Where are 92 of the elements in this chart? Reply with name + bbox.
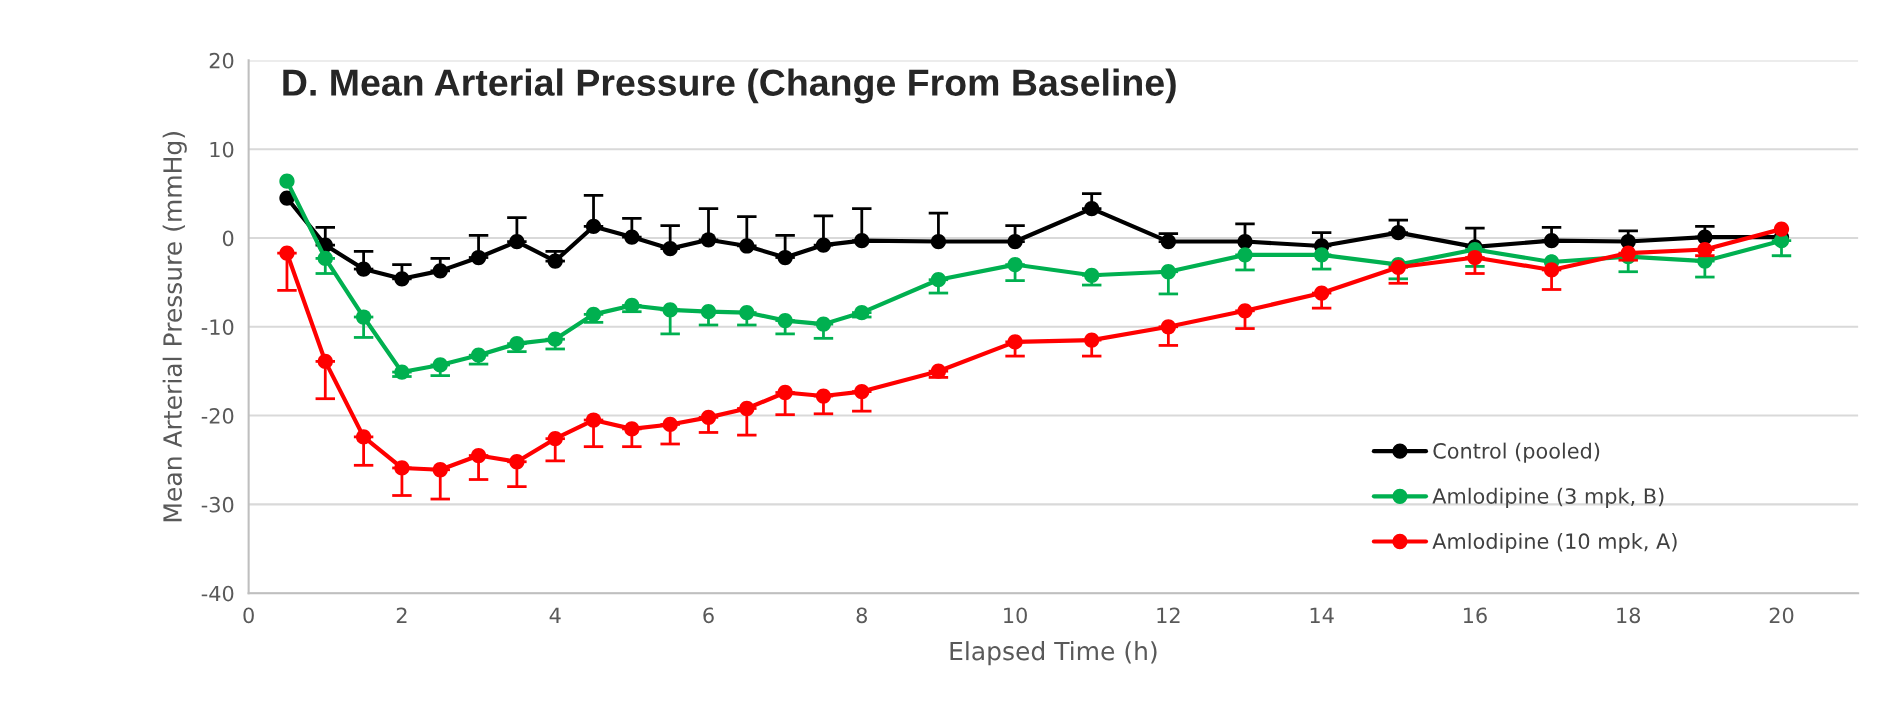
point xyxy=(700,409,717,425)
point xyxy=(1314,285,1330,301)
point xyxy=(739,238,755,254)
y-tick-label: -40 xyxy=(201,585,234,602)
point xyxy=(394,364,410,380)
y-tick-label: 10 xyxy=(210,141,234,158)
point xyxy=(700,232,717,248)
x-tick-label: 16 xyxy=(1463,607,1487,624)
legend-label: Amlodipine (10 mpk, A) xyxy=(1432,532,1677,554)
point xyxy=(585,306,602,322)
point xyxy=(509,233,525,250)
point xyxy=(279,173,295,189)
point xyxy=(624,229,640,245)
point xyxy=(815,237,832,253)
point xyxy=(777,249,793,266)
x-tick-label: 20 xyxy=(1769,607,1794,624)
x-tick-label: 10 xyxy=(1004,607,1027,624)
point xyxy=(432,263,448,279)
y-tick-label: -10 xyxy=(201,319,234,335)
point xyxy=(317,250,333,267)
x-tick-label: 2 xyxy=(396,607,407,623)
point xyxy=(854,233,870,249)
point xyxy=(547,431,563,447)
point xyxy=(470,447,487,464)
x-tick-label: 0 xyxy=(243,607,254,624)
chart-title: D. Mean Arterial Pressure (Change From Baseline) xyxy=(283,68,1176,104)
x-tick-label: 4 xyxy=(549,607,561,623)
legend-label: Amlodipine (3 mpk, B) xyxy=(1432,487,1664,508)
point xyxy=(470,249,487,266)
point xyxy=(662,416,678,433)
point xyxy=(1160,264,1176,280)
y-tick-label: 20 xyxy=(209,52,234,69)
point xyxy=(1007,334,1023,350)
x-tick-label: 8 xyxy=(856,607,867,624)
point xyxy=(739,304,755,321)
legend-label: Control (pooled) xyxy=(1433,442,1600,463)
point xyxy=(279,245,295,261)
point xyxy=(1084,201,1100,217)
point xyxy=(1237,303,1253,319)
point xyxy=(854,304,870,321)
point xyxy=(1543,233,1560,249)
point xyxy=(1007,256,1023,273)
point xyxy=(509,336,525,352)
point xyxy=(585,412,602,428)
point xyxy=(815,316,832,332)
point xyxy=(662,302,678,318)
point xyxy=(1314,247,1330,263)
point xyxy=(1084,332,1100,348)
x-tick-label: 14 xyxy=(1310,607,1334,623)
point xyxy=(355,429,372,445)
point xyxy=(777,384,793,401)
point xyxy=(1160,233,1176,250)
x-tick-label: 12 xyxy=(1157,607,1180,623)
point xyxy=(355,261,372,277)
y-tick-label: -30 xyxy=(201,496,234,513)
point xyxy=(1007,233,1023,250)
point xyxy=(854,383,870,400)
point xyxy=(394,271,410,287)
point xyxy=(1237,233,1253,250)
point xyxy=(547,253,563,269)
x-tick-label: 18 xyxy=(1617,607,1641,624)
point xyxy=(394,460,410,476)
point xyxy=(1160,319,1176,335)
point xyxy=(930,233,947,250)
point xyxy=(547,331,563,347)
point xyxy=(1620,245,1636,261)
x-axis-title: Elapsed Time (h) xyxy=(950,641,1157,666)
point xyxy=(1697,241,1713,258)
point xyxy=(1237,247,1253,263)
point xyxy=(470,347,487,363)
y-tick-label: -20 xyxy=(201,408,234,424)
point xyxy=(662,241,678,257)
point xyxy=(1543,262,1560,278)
point xyxy=(509,454,525,470)
x-tick-label: 6 xyxy=(703,607,714,624)
point xyxy=(930,272,947,288)
point xyxy=(777,312,793,329)
point xyxy=(1773,221,1790,237)
point xyxy=(624,421,640,437)
point xyxy=(317,353,333,370)
point xyxy=(930,363,947,379)
point xyxy=(1084,267,1100,283)
point xyxy=(1390,225,1406,241)
point xyxy=(739,400,755,417)
point xyxy=(432,462,448,478)
point xyxy=(815,388,832,404)
point xyxy=(700,304,717,320)
y-axis-title: Mean Arterial Pressure (mmHg) xyxy=(162,132,187,522)
point xyxy=(432,357,448,373)
point xyxy=(355,309,372,325)
y-tick-label: 0 xyxy=(222,230,234,247)
point xyxy=(585,218,602,235)
